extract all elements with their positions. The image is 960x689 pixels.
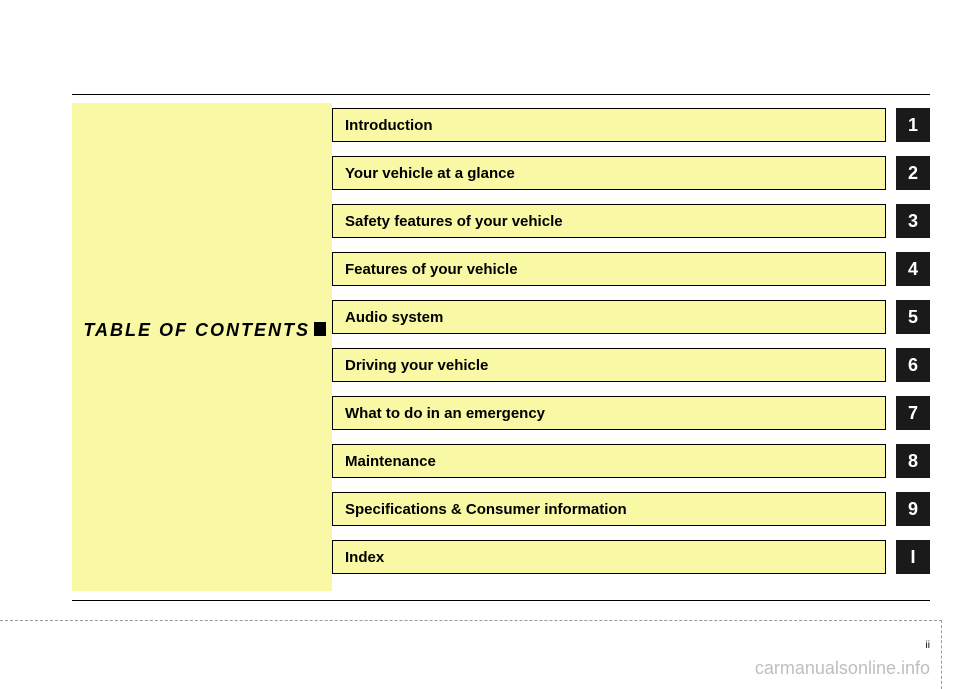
- toc-row-tab-number: 9: [908, 499, 918, 520]
- toc-row-label-box: Specifications & Consumer information: [332, 492, 886, 526]
- toc-row[interactable]: Audio system 5: [332, 300, 930, 334]
- toc-row-label-box: Audio system: [332, 300, 886, 334]
- toc-row-tab: 6: [896, 348, 930, 382]
- toc-row[interactable]: Maintenance 8: [332, 444, 930, 478]
- toc-row-label-box: Driving your vehicle: [332, 348, 886, 382]
- page-number: ii: [926, 640, 930, 651]
- toc-row[interactable]: Safety features of your vehicle 3: [332, 204, 930, 238]
- toc-heading: TABLE OF CONTENTS: [72, 320, 332, 341]
- toc-row-label: Audio system: [345, 309, 443, 326]
- toc-row-gap: [886, 540, 896, 574]
- toc-row[interactable]: Introduction 1: [332, 108, 930, 142]
- toc-row-label: Driving your vehicle: [345, 357, 488, 374]
- toc-row-tab-number: 4: [908, 259, 918, 280]
- watermark-text: carmanualsonline.info: [755, 658, 930, 679]
- toc-row-label: Index: [345, 549, 384, 566]
- toc-row-label: Introduction: [345, 117, 432, 134]
- toc-row-label-box: Features of your vehicle: [332, 252, 886, 286]
- crop-dash-bottom: [0, 620, 942, 621]
- toc-row-label-box: What to do in an emergency: [332, 396, 886, 430]
- toc-row-tab: 4: [896, 252, 930, 286]
- toc-row-gap: [886, 348, 896, 382]
- toc-row-label: Your vehicle at a glance: [345, 165, 515, 182]
- toc-row[interactable]: Driving your vehicle 6: [332, 348, 930, 382]
- toc-row-tab-number: 2: [908, 163, 918, 184]
- toc-row-gap: [886, 300, 896, 334]
- toc-row-label-box: Your vehicle at a glance: [332, 156, 886, 190]
- bottom-rule: [72, 600, 930, 601]
- toc-row-gap: [886, 108, 896, 142]
- toc-row-gap: [886, 492, 896, 526]
- toc-row-tab-number: 1: [908, 115, 918, 136]
- toc-row-gap: [886, 204, 896, 238]
- toc-row-tab: 2: [896, 156, 930, 190]
- toc-row-label-box: Introduction: [332, 108, 886, 142]
- toc-row-label: Specifications & Consumer information: [345, 501, 627, 518]
- top-rule: [72, 94, 930, 95]
- toc-row-tab: 9: [896, 492, 930, 526]
- toc-row-label: Features of your vehicle: [345, 261, 518, 278]
- toc-heading-text: TABLE OF CONTENTS: [83, 320, 310, 340]
- toc-row-label-box: Safety features of your vehicle: [332, 204, 886, 238]
- crop-dash-right: [941, 620, 942, 689]
- toc-row-label: Maintenance: [345, 453, 436, 470]
- toc-row-tab: 1: [896, 108, 930, 142]
- toc-row-tab-number: 3: [908, 211, 918, 232]
- toc-row-gap: [886, 252, 896, 286]
- toc-rows: Introduction 1 Your vehicle at a glance 2 Sa…: [332, 108, 930, 588]
- toc-row-tab: 8: [896, 444, 930, 478]
- toc-row[interactable]: Index I: [332, 540, 930, 574]
- toc-side-panel: [72, 103, 332, 591]
- toc-row-label: What to do in an emergency: [345, 405, 545, 422]
- toc-row[interactable]: Features of your vehicle 4: [332, 252, 930, 286]
- toc-heading-bar-icon: [314, 322, 326, 336]
- toc-row-label-box: Maintenance: [332, 444, 886, 478]
- toc-row-tab: 7: [896, 396, 930, 430]
- toc-row[interactable]: What to do in an emergency 7: [332, 396, 930, 430]
- toc-row-tab-number: 6: [908, 355, 918, 376]
- toc-row[interactable]: Your vehicle at a glance 2: [332, 156, 930, 190]
- toc-row-tab-number: 7: [908, 403, 918, 424]
- toc-row-gap: [886, 396, 896, 430]
- toc-row-tab: 5: [896, 300, 930, 334]
- toc-row-gap: [886, 444, 896, 478]
- toc-row-tab-number: 8: [908, 451, 918, 472]
- toc-row-tab-number: 5: [908, 307, 918, 328]
- toc-row-label: Safety features of your vehicle: [345, 213, 563, 230]
- toc-row-tab: I: [896, 540, 930, 574]
- toc-row-tab-number: I: [910, 547, 915, 568]
- toc-row-label-box: Index: [332, 540, 886, 574]
- toc-row-tab: 3: [896, 204, 930, 238]
- toc-row-gap: [886, 156, 896, 190]
- toc-row[interactable]: Specifications & Consumer information 9: [332, 492, 930, 526]
- manual-page: TABLE OF CONTENTS Introduction 1 Your vehi…: [0, 0, 960, 689]
